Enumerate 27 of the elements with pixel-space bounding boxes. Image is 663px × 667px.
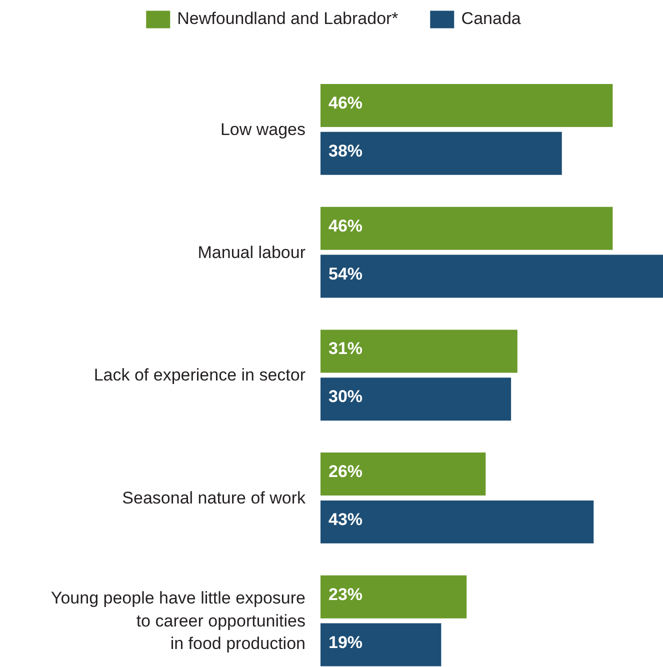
- data-label: 46%: [328, 94, 363, 113]
- y-tick-label: Young people have little exposure to career opportunities in food production: [50, 588, 306, 654]
- bar: [320, 452, 486, 496]
- legend-label: Canada: [461, 9, 521, 29]
- data-label: 26%: [328, 462, 363, 482]
- data-label: 19%: [328, 632, 363, 652]
- bar: [320, 623, 442, 666]
- data-label: 54%: [328, 264, 363, 284]
- y-tick-label: Manual labour: [198, 242, 306, 262]
- bar: [320, 378, 512, 421]
- data-label: 43%: [328, 510, 363, 529]
- data-label: 31%: [328, 339, 363, 358]
- bar: [320, 575, 467, 618]
- legend-label: Newfoundland and Labrador*: [177, 9, 398, 29]
- bar: [320, 330, 518, 373]
- data-label: 46%: [328, 216, 363, 236]
- y-tick-label: Lack of experience in sector: [94, 366, 306, 385]
- bar: [320, 84, 613, 128]
- bar: [320, 254, 663, 298]
- data-label: 23%: [328, 584, 363, 604]
- bar: [320, 500, 594, 544]
- bar: [320, 206, 613, 250]
- data-label: 30%: [328, 387, 363, 406]
- y-tick-label: Low wages: [220, 120, 306, 139]
- y-tick-label: Seasonal nature of work: [122, 488, 306, 508]
- bar: [320, 132, 562, 175]
- data-label: 38%: [328, 141, 363, 160]
